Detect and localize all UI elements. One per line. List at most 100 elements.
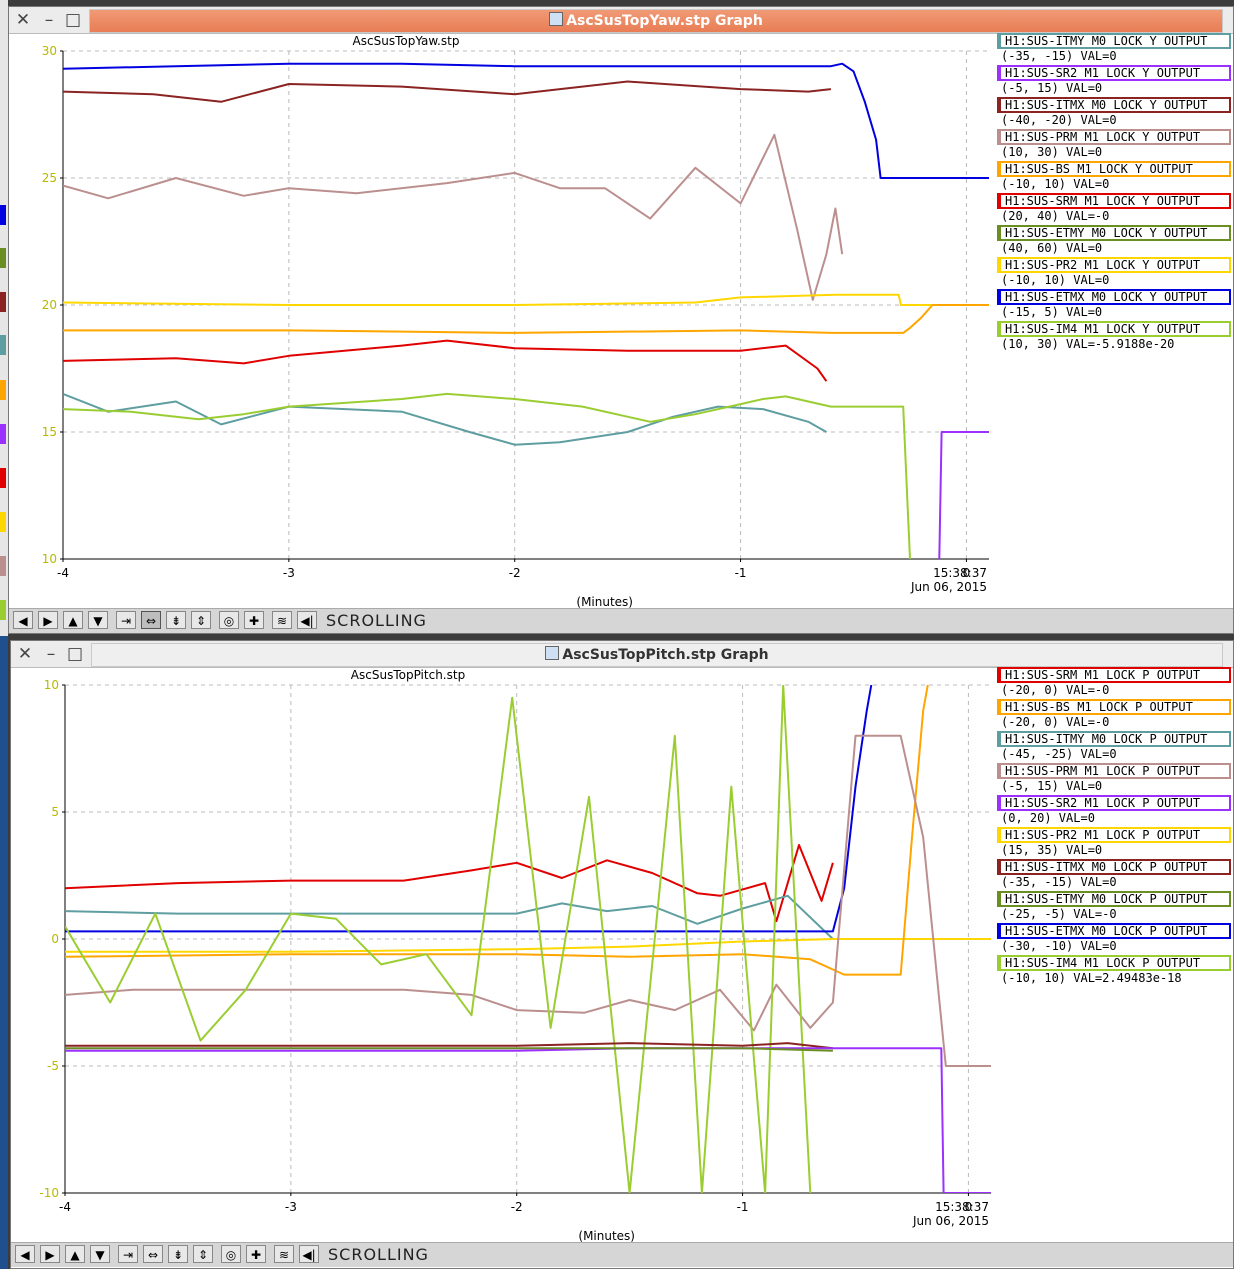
legend-item[interactable]: H1:SUS-PRM_M1_LOCK_Y_OUTPUT (10, 30) VAL=…	[997, 129, 1233, 161]
expand-horizontal-icon[interactable]: ⇔	[143, 1245, 163, 1263]
scroll-mode-icon[interactable]: ◀|	[297, 611, 317, 629]
arrow-down-icon[interactable]: ▼	[90, 1245, 110, 1263]
legend-item[interactable]: H1:SUS-PR2_M1_LOCK_P_OUTPUT (15, 35) VAL=…	[997, 827, 1233, 859]
legend-channel-name[interactable]: H1:SUS-ITMX_M0_LOCK_P_OUTPUT	[997, 859, 1231, 875]
minimize-icon[interactable]: –	[46, 644, 56, 664]
legend-item[interactable]: H1:SUS-SRM_M1_LOCK_Y_OUTPUT (20, 40) VAL=…	[997, 193, 1233, 225]
title-bar[interactable]: ✕ – □ AscSusTopPitch.stp Graph	[11, 641, 1233, 668]
plot-area[interactable]: 10 15 20 25 30 -4 -3 -2 -1 0 AscSusTopYaw.stp 15:38…	[9, 33, 1233, 609]
y-tick-label: -10	[39, 1186, 59, 1200]
legend-item[interactable]: H1:SUS-ITMY_M0_LOCK_Y_OUTPUT (-35, -15) V…	[997, 33, 1233, 65]
legend-channel-name[interactable]: H1:SUS-SR2_M1_LOCK_P_OUTPUT	[997, 795, 1231, 811]
legend-range-value: (-10, 10) VAL=2.49483e-18	[1001, 971, 1182, 985]
series-line-h1-sus-itmx-m0-lock-y-output	[63, 80, 832, 103]
legend-channel-name[interactable]: H1:SUS-ETMY_M0_LOCK_Y_OUTPUT	[997, 225, 1231, 241]
legend-range-value: (-35, -15) VAL=0	[1001, 49, 1117, 63]
legend-channel-name[interactable]: H1:SUS-ETMX_M0_LOCK_Y_OUTPUT	[997, 289, 1231, 305]
reset-icon[interactable]: ◎	[219, 611, 239, 629]
legend-item[interactable]: H1:SUS-ITMX_M0_LOCK_Y_OUTPUT (-40, -20) V…	[997, 97, 1233, 129]
legend-channel-name[interactable]: H1:SUS-PRM_M1_LOCK_P_OUTPUT	[997, 763, 1231, 779]
close-icon[interactable]: ✕	[17, 644, 33, 664]
legend-item[interactable]: H1:SUS-BS_M1_LOCK_Y_OUTPUT (-10, 10) VAL=…	[997, 161, 1233, 193]
shrink-horizontal-icon[interactable]: ⇥	[116, 611, 136, 629]
add-icon[interactable]: ✚	[244, 611, 264, 629]
add-icon[interactable]: ✚	[246, 1245, 266, 1263]
scroll-mode-icon[interactable]: ◀|	[299, 1245, 319, 1263]
legend-item[interactable]: H1:SUS-ETMY_M0_LOCK_Y_OUTPUT (40, 60) VAL…	[997, 225, 1233, 257]
legend-item[interactable]: H1:SUS-ETMY_M0_LOCK_P_OUTPUT (-25, -5) VA…	[997, 891, 1233, 923]
legend-channel-name[interactable]: H1:SUS-BS_M1_LOCK_P_OUTPUT	[997, 699, 1231, 715]
expand-horizontal-icon[interactable]: ⇔	[141, 611, 161, 629]
legend-item[interactable]: H1:SUS-PR2_M1_LOCK_Y_OUTPUT (-10, 10) VAL…	[997, 257, 1233, 289]
plot-title: AscSusTopPitch.stp	[351, 668, 465, 682]
x-axis-label: (Minutes)	[578, 1229, 635, 1242]
arrow-right-icon[interactable]: ▶	[38, 611, 58, 629]
legend-item[interactable]: H1:SUS-BS_M1_LOCK_P_OUTPUT (-20, 0) VAL=-…	[997, 699, 1233, 731]
chart-canvas[interactable]: 10 15 20 25 30 -4 -3 -2 -1 0 AscSusTopYaw.stp 15:38…	[9, 33, 995, 609]
legend-channel-name[interactable]: H1:SUS-PRM_M1_LOCK_Y_OUTPUT	[997, 129, 1231, 145]
legend-item[interactable]: H1:SUS-ETMX_M0_LOCK_Y_OUTPUT (-15, 5) VAL…	[997, 289, 1233, 321]
legend-item[interactable]: H1:SUS-PRM_M1_LOCK_P_OUTPUT (-5, 15) VAL=…	[997, 763, 1233, 795]
legend-channel-name[interactable]: H1:SUS-ETMY_M0_LOCK_P_OUTPUT	[997, 891, 1231, 907]
arrow-right-icon[interactable]: ▶	[40, 1245, 60, 1263]
legend-channel-name[interactable]: H1:SUS-PR2_M1_LOCK_Y_OUTPUT	[997, 257, 1231, 273]
arrow-up-icon[interactable]: ▲	[63, 611, 83, 629]
legend: H1:SUS-ITMY_M0_LOCK_Y_OUTPUT (-35, -15) V…	[997, 33, 1233, 353]
legend-item[interactable]: H1:SUS-SRM_M1_LOCK_P_OUTPUT (-20, 0) VAL=…	[997, 667, 1233, 699]
autoscale-icon[interactable]: ≋	[272, 611, 292, 629]
series-line-h1-sus-bs-m1-lock-y-output	[63, 304, 989, 334]
series-line-h1-sus-bs-m1-lock-p-output	[65, 685, 929, 976]
maximize-icon[interactable]: □	[66, 644, 84, 664]
maximize-icon[interactable]: □	[64, 10, 82, 30]
legend-channel-name[interactable]: H1:SUS-IM4_M1_LOCK_P_OUTPUT	[997, 955, 1231, 971]
legend-channel-name[interactable]: H1:SUS-IM4_M1_LOCK_Y_OUTPUT	[997, 321, 1231, 337]
legend-item[interactable]: H1:SUS-ETMX_M0_LOCK_P_OUTPUT (-30, -10) V…	[997, 923, 1233, 955]
expand-vertical-icon[interactable]: ⇕	[191, 611, 211, 629]
arrow-left-icon[interactable]: ◀	[13, 611, 33, 629]
legend-channel-name[interactable]: H1:SUS-ITMY_M0_LOCK_Y_OUTPUT	[997, 33, 1231, 49]
series-line-h1-sus-prm-m1-lock-y-output	[63, 133, 844, 301]
legend-channel-name[interactable]: H1:SUS-ITMX_M0_LOCK_Y_OUTPUT	[997, 97, 1231, 113]
arrow-up-icon[interactable]: ▲	[65, 1245, 85, 1263]
autoscale-icon[interactable]: ≋	[274, 1245, 294, 1263]
title-area[interactable]: AscSusTopYaw.stp Graph	[89, 9, 1223, 33]
legend-range-value: (-5, 15) VAL=0	[1001, 81, 1103, 95]
legend-item[interactable]: H1:SUS-ITMX_M0_LOCK_P_OUTPUT (-35, -15) V…	[997, 859, 1233, 891]
series-line-h1-sus-sr2-m1-lock-y-output	[938, 431, 989, 559]
legend-channel-name[interactable]: H1:SUS-BS_M1_LOCK_Y_OUTPUT	[997, 161, 1231, 177]
legend-item[interactable]: H1:SUS-SR2_M1_LOCK_Y_OUTPUT (-5, 15) VAL=…	[997, 65, 1233, 97]
legend-item[interactable]: H1:SUS-ITMY_M0_LOCK_P_OUTPUT (-45, -25) V…	[997, 731, 1233, 763]
y-tick-label: 30	[42, 44, 57, 58]
shrink-horizontal-icon[interactable]: ⇥	[118, 1245, 138, 1263]
series-line-h1-sus-etmy-m0-lock-p-output	[65, 1047, 833, 1052]
series-line-h1-sus-itmy-m0-lock-y-output	[63, 392, 827, 446]
legend-range-value: (0, 20) VAL=0	[1001, 811, 1095, 825]
legend-channel-name[interactable]: H1:SUS-PR2_M1_LOCK_P_OUTPUT	[997, 827, 1231, 843]
close-icon[interactable]: ✕	[15, 10, 31, 30]
expand-vertical-icon[interactable]: ⇕	[193, 1245, 213, 1263]
minimize-icon[interactable]: –	[44, 10, 54, 30]
plot-area[interactable]: -10 -5 0 5 10 -4 -3 -2 -1 0 AscSusTopPitch.stp 15:3…	[11, 667, 1233, 1243]
legend-channel-name[interactable]: H1:SUS-SRM_M1_LOCK_P_OUTPUT	[997, 667, 1231, 683]
legend-channel-name[interactable]: H1:SUS-ETMX_M0_LOCK_P_OUTPUT	[997, 923, 1231, 939]
arrow-down-icon[interactable]: ▼	[88, 611, 108, 629]
legend-item[interactable]: H1:SUS-SR2_M1_LOCK_P_OUTPUT (0, 20) VAL=0	[997, 795, 1233, 827]
legend-channel-name[interactable]: H1:SUS-SRM_M1_LOCK_Y_OUTPUT	[997, 193, 1231, 209]
legend-item[interactable]: H1:SUS-IM4_M1_LOCK_Y_OUTPUT (10, 30) VAL=…	[997, 321, 1233, 353]
title-bar[interactable]: ✕ – □ AscSusTopYaw.stp Graph	[9, 7, 1233, 34]
plot-title: AscSusTopYaw.stp	[353, 34, 460, 48]
legend-range-value: (-30, -10) VAL=0	[1001, 939, 1117, 953]
shrink-vertical-icon[interactable]: ⇟	[168, 1245, 188, 1263]
shrink-vertical-icon[interactable]: ⇟	[166, 611, 186, 629]
legend-item[interactable]: H1:SUS-IM4_M1_LOCK_P_OUTPUT (-10, 10) VAL…	[997, 955, 1233, 987]
legend-channel-name[interactable]: H1:SUS-SR2_M1_LOCK_Y_OUTPUT	[997, 65, 1231, 81]
desktop-legend-swatch	[0, 468, 6, 488]
end-time-label: 15:38:37	[935, 1200, 989, 1214]
legend-range-value: (10, 30) VAL=-5.9188e-20	[1001, 337, 1175, 351]
x-tick-label: -4	[59, 1200, 71, 1214]
arrow-left-icon[interactable]: ◀	[15, 1245, 35, 1263]
legend-channel-name[interactable]: H1:SUS-ITMY_M0_LOCK_P_OUTPUT	[997, 731, 1231, 747]
title-area[interactable]: AscSusTopPitch.stp Graph	[91, 643, 1223, 667]
reset-icon[interactable]: ◎	[221, 1245, 241, 1263]
